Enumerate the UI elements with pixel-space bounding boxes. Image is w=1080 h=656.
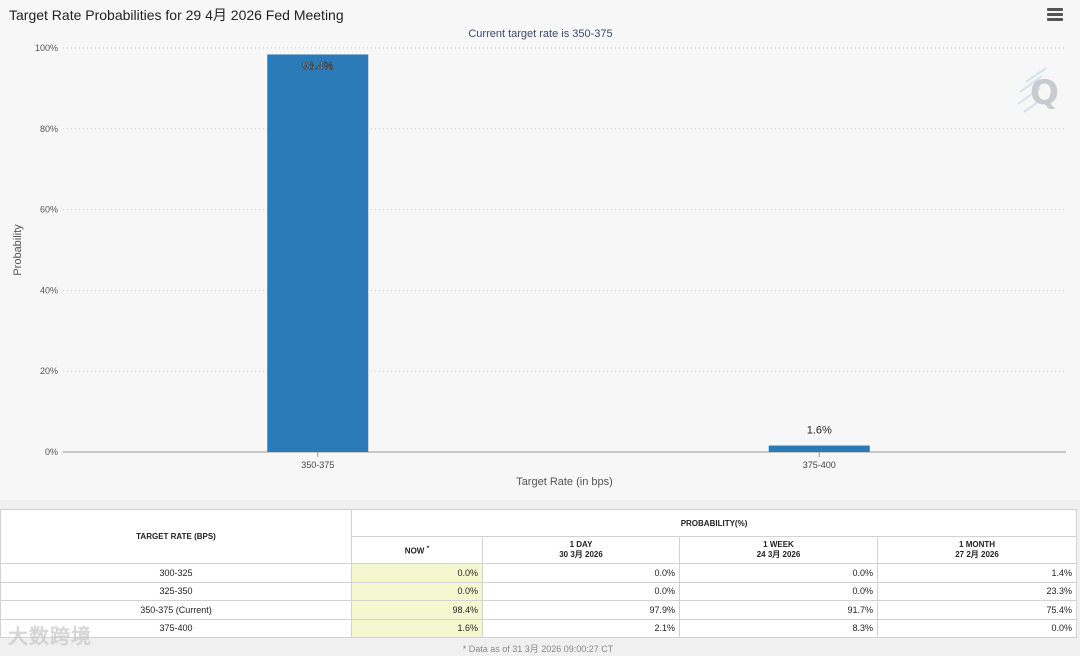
svg-text:Q: Q [1030,73,1059,113]
y-tick-label: 0% [45,447,58,457]
menu-bar-line [1047,8,1063,11]
y-tick-label: 40% [40,285,58,295]
probability-table-wrap: TARGET RATE (BPS) PROBABILITY(%) NOW * 1… [0,509,1078,638]
one-day-header: 1 DAY 30 3月 2026 [482,536,680,564]
bar-chart: Current target rate is 350-375 0% 20% 40% 60… [12,28,1066,488]
y-tick-label: 100% [35,43,58,53]
bar [768,445,870,452]
y-tick-label: 20% [40,366,58,376]
now-footnote-marker: * [426,544,430,552]
x-axis-title: Target Rate (in bps) [516,476,613,488]
y-axis-title: Probability [12,224,24,276]
x-tick-label: 350-375 [301,460,334,470]
one-month-header: 1 MONTH 27 2月 2026 [876,536,1078,564]
target-rate-header: TARGET RATE (BPS) [0,509,352,564]
week-cell: 8.3% [679,618,878,638]
page-title: Target Rate Probabilities for 29 4月 2026… [9,7,344,23]
data-label: 98.4% [302,60,333,72]
week-cell: 0.0% [679,563,878,583]
probability-header: PROBABILITY(%) [350,509,1078,537]
now-header: NOW * [351,536,483,564]
month-cell: 75.4% [876,600,1078,620]
menu-bar-line [1047,18,1063,21]
x-tick-label: 375-400 [803,460,836,470]
y-tick-label: 80% [40,124,58,134]
month-cell: 0.0% [876,618,1078,638]
hamburger-menu-icon[interactable] [1047,8,1063,22]
table-row: 375-400 1.6% 2.1% 8.3% 0.0% [0,618,1078,638]
chart-subtitle: Current target rate is 350-375 [468,28,612,40]
rate-cell: 325-350 [0,581,352,601]
data-label: 1.6% [807,425,832,437]
chart-panel: Target Rate Probabilities for 29 4月 2026… [9,7,1066,488]
table-row: 350-375 (Current) 98.4% 97.9% 91.7% 75.4… [0,600,1078,620]
rate-cell: 300-325 [0,563,352,583]
rate-cell: 350-375 (Current) [0,600,352,620]
month-cell: 23.3% [876,581,1078,601]
y-tick-label: 60% [40,205,58,215]
week-cell: 0.0% [679,581,878,601]
q-logo-icon: Q [1017,67,1059,113]
probability-table: TARGET RATE (BPS) PROBABILITY(%) NOW * 1… [0,509,1078,638]
now-cell: 0.0% [351,581,483,601]
day-cell: 0.0% [482,581,680,601]
now-cell: 98.4% [351,600,483,620]
month-cell: 1.4% [876,563,1078,583]
one-week-header: 1 WEEK 24 3月 2026 [679,536,878,564]
now-cell: 1.6% [351,618,483,638]
now-cell: 0.0% [351,563,483,583]
day-cell: 2.1% [482,618,680,638]
table-row: 325-350 0.0% 0.0% 0.0% 23.3% [0,581,1078,601]
day-cell: 0.0% [482,563,680,583]
day-cell: 97.9% [482,600,680,620]
watermark: 大数跨境 [8,626,92,648]
table-row: 300-325 0.0% 0.0% 0.0% 1.4% [0,563,1078,583]
bar [267,54,369,453]
menu-bar-line [1047,13,1063,16]
data-timestamp-footnote: * Data as of 31 3月 2026 09:00:27 CT [462,644,614,654]
week-cell: 91.7% [679,600,878,620]
